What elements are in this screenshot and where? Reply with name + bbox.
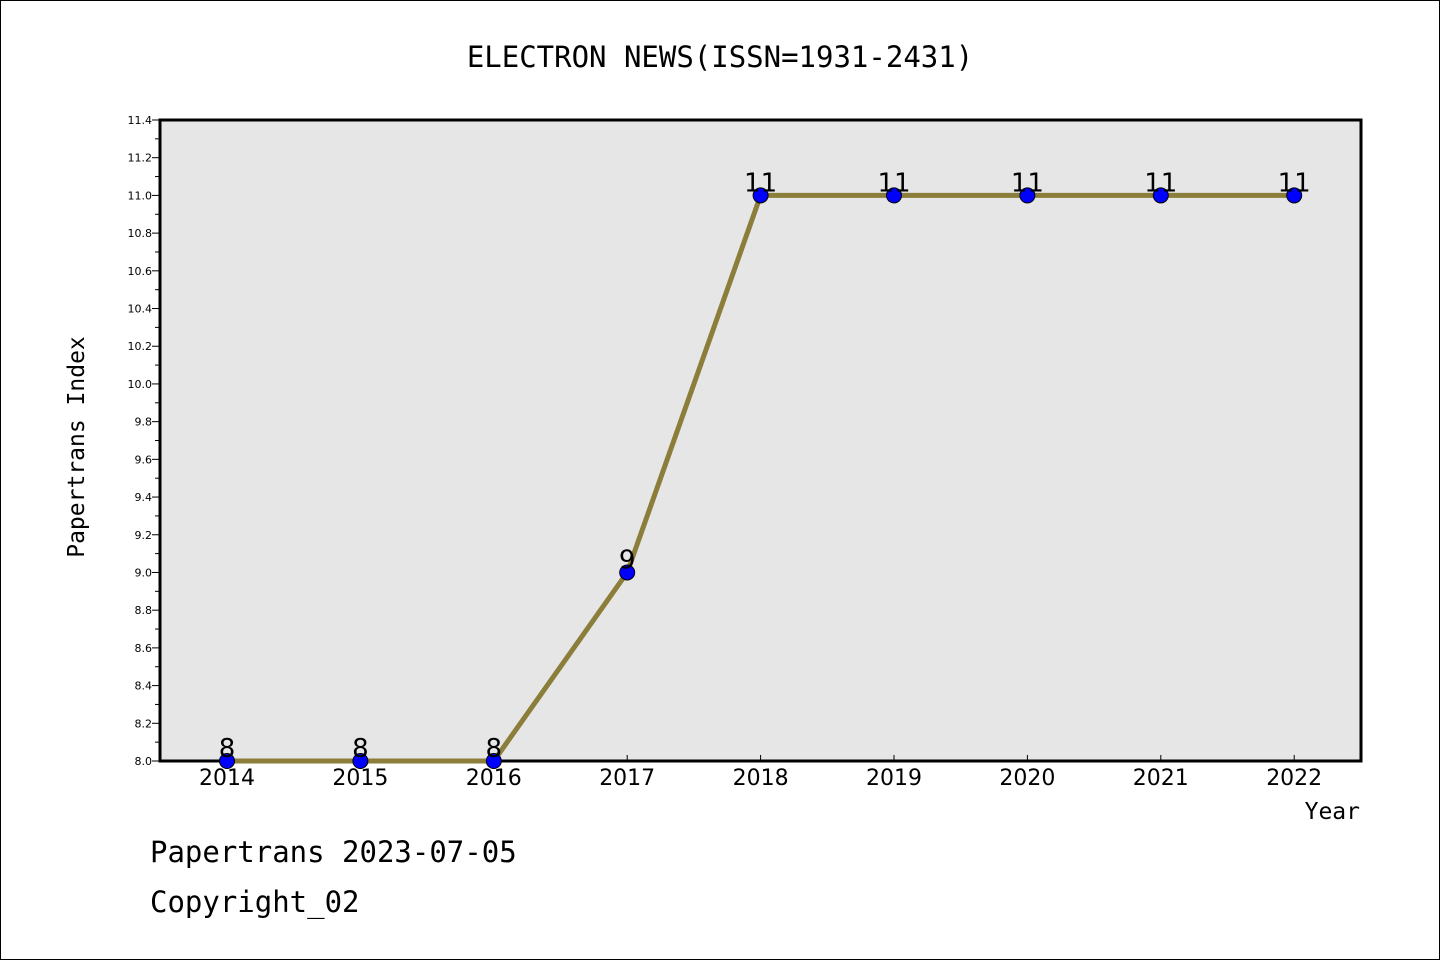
data-point	[886, 187, 902, 204]
y-tick-label: 11.4	[128, 114, 153, 127]
x-tick-label: 2019	[866, 766, 922, 791]
y-tick-label: 10.4	[128, 303, 153, 316]
y-tick-label: 9.0	[135, 566, 153, 579]
data-label: 9	[619, 545, 636, 575]
data-point	[219, 753, 235, 769]
y-tick-label: 10.6	[128, 265, 153, 278]
y-tick-label: 10.2	[128, 340, 153, 353]
footer-copyright: Copyright_02	[150, 885, 360, 919]
data-label: 8	[486, 734, 503, 764]
markers	[219, 187, 1303, 769]
data-label: 11	[744, 168, 777, 198]
data-point	[485, 753, 502, 769]
x-axis: 2014 2015 2016 2017 2018 2019 2020 2021 2022	[199, 755, 1322, 791]
y-tick-label: 11.0	[128, 189, 153, 202]
data-point	[352, 753, 369, 769]
y-tick-label: 9.2	[135, 529, 153, 542]
y-tick-label: 10.8	[128, 227, 153, 240]
y-tick-label: 9.8	[135, 416, 153, 429]
y-tick-label: 10.0	[128, 378, 153, 391]
plot-area	[158, 118, 1363, 763]
footer-date: Papertrans 2023-07-05	[150, 835, 517, 869]
y-axis: 8.0 8.2 8.4 8.6 8.8 9.0 9.2 9.4 9.6 9.8 10.0 10.2 10…	[128, 114, 160, 768]
y-tick-label: 11.2	[128, 152, 153, 165]
x-tick-label: 2014	[199, 766, 255, 791]
data-label: 11	[1278, 168, 1311, 198]
data-label: 8	[352, 734, 369, 764]
x-tick-label: 2017	[599, 766, 655, 791]
x-axis-title: Year	[1305, 799, 1360, 825]
x-tick-label: 2015	[332, 766, 388, 791]
y-tick-label: 8.0	[135, 755, 153, 768]
data-point	[1152, 187, 1169, 204]
y-tick-label: 9.4	[135, 491, 153, 504]
data-label: 11	[877, 168, 910, 198]
data-label: 11	[1144, 168, 1177, 198]
data-point	[1286, 187, 1303, 204]
y-tick-label: 8.8	[135, 604, 153, 617]
y-tick-label: 9.6	[135, 453, 153, 466]
y-tick-label: 8.6	[135, 642, 153, 655]
x-tick-label: 2022	[1266, 766, 1322, 791]
y-tick-label: 8.4	[135, 680, 153, 693]
x-tick-label: 2018	[733, 766, 789, 791]
data-label: 11	[1011, 168, 1044, 198]
data-point	[752, 187, 769, 204]
data-labels: 8 8 8 9 11 11 11 11 11	[219, 168, 1311, 764]
chart-title: ELECTRON NEWS(ISSN=1931-2431)	[467, 40, 973, 74]
x-tick-label: 2016	[466, 766, 522, 791]
data-point	[1019, 187, 1036, 204]
y-axis-title: Papertrans Index	[64, 336, 90, 558]
y-tick-label: 8.2	[135, 717, 153, 730]
x-tick-label: 2021	[1133, 766, 1189, 791]
data-label: 8	[219, 734, 236, 764]
x-tick-label: 2020	[999, 766, 1055, 791]
data-point	[619, 564, 636, 581]
